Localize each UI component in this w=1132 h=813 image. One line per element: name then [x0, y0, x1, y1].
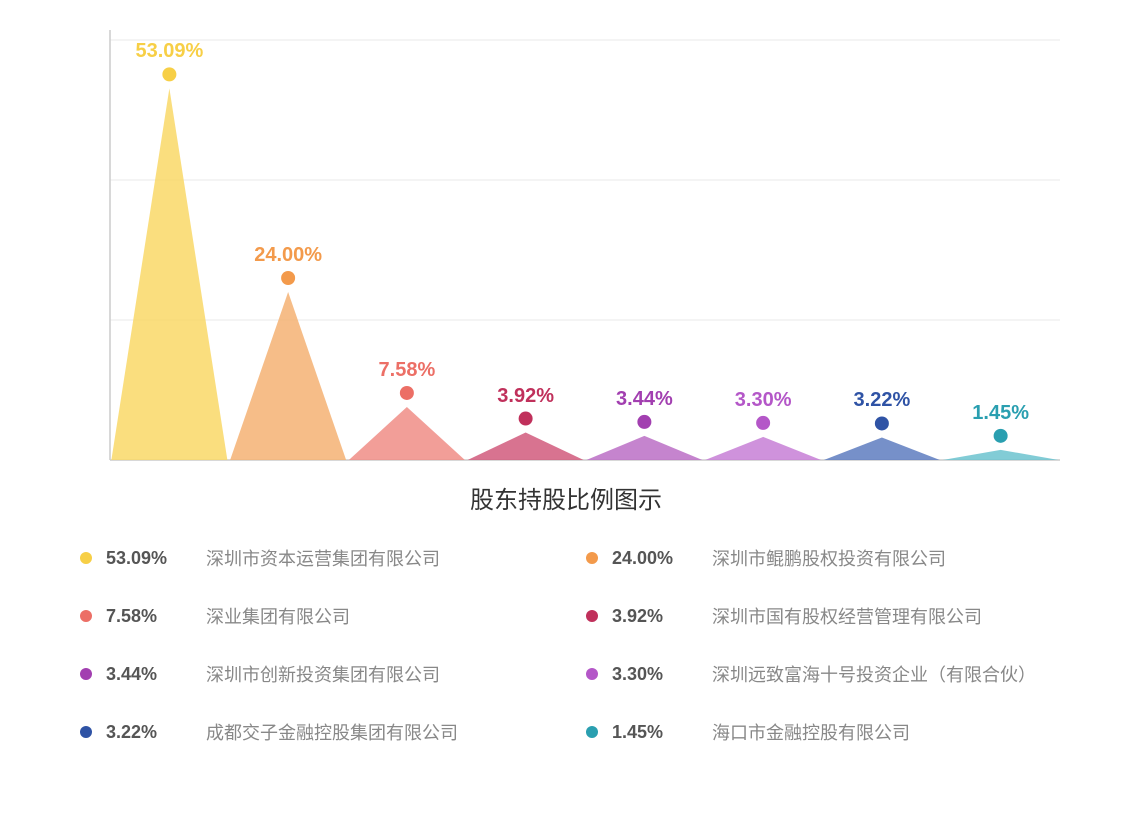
chart-peak-dot — [875, 416, 889, 430]
chart-peak-dot — [281, 271, 295, 285]
legend-dot-icon — [80, 668, 92, 680]
chart-peak-label: 53.09% — [135, 40, 203, 63]
chart-peak-label: 3.30% — [735, 389, 792, 412]
chart-peak — [705, 437, 821, 460]
legend-name: 深业集团有限公司 — [206, 603, 350, 629]
legend-name: 深圳远致富海十号投资企业（有限合伙） — [712, 661, 1036, 687]
chart-peak-label: 3.92% — [497, 385, 554, 408]
legend-name: 深圳市鲲鹏股权投资有限公司 — [712, 545, 946, 571]
legend-item: 1.45% 海口市金融控股有限公司 — [586, 719, 1052, 745]
legend-percent: 1.45% — [612, 722, 692, 743]
legend-name: 成都交子金融控股集团有限公司 — [206, 719, 458, 745]
legend-percent: 3.92% — [612, 606, 692, 627]
legend-name: 深圳市创新投资集团有限公司 — [206, 661, 440, 687]
legend-percent: 7.58% — [106, 606, 186, 627]
legend-dot-icon — [80, 552, 92, 564]
chart-peak-dot — [162, 67, 176, 81]
legend-percent: 53.09% — [106, 548, 186, 569]
chart-peak-dot — [756, 416, 770, 430]
legend-percent: 3.22% — [106, 722, 186, 743]
chart-peak-label: 1.45% — [972, 402, 1029, 425]
chart-peak-dot — [637, 415, 651, 429]
legend-dot-icon — [586, 726, 598, 738]
legend-item: 3.30% 深圳远致富海十号投资企业（有限合伙） — [586, 661, 1052, 687]
chart-peak-dot — [994, 429, 1008, 443]
legend-dot-icon — [80, 726, 92, 738]
legend-percent: 3.30% — [612, 664, 692, 685]
chart-peak — [824, 437, 940, 460]
chart-peak-label: 24.00% — [254, 244, 322, 267]
legend-dot-icon — [586, 610, 598, 622]
legend-item: 3.92% 深圳市国有股权经营管理有限公司 — [586, 603, 1052, 629]
legend-dot-icon — [80, 610, 92, 622]
chart-peak-dot — [519, 412, 533, 426]
legend-item: 24.00% 深圳市鲲鹏股权投资有限公司 — [586, 545, 1052, 571]
chart-peak-label: 3.22% — [854, 389, 911, 412]
legend-name: 深圳市资本运营集团有限公司 — [206, 545, 440, 571]
chart-peak-label: 7.58% — [379, 359, 436, 382]
chart-peak — [230, 292, 346, 460]
legend-percent: 24.00% — [612, 548, 692, 569]
legend-dot-icon — [586, 552, 598, 564]
chart-peak — [943, 450, 1059, 460]
legend-item: 53.09% 深圳市资本运营集团有限公司 — [80, 545, 546, 571]
chart-peak — [468, 433, 584, 460]
chart-peak — [586, 436, 702, 460]
chart-peak — [111, 88, 227, 460]
chart-container: 53.09% 24.00% 7.58% 3.92% 3.44% 3.30% 3.22% 1.4… — [0, 0, 1132, 470]
legend-dot-icon — [586, 668, 598, 680]
legend-name: 海口市金融控股有限公司 — [712, 719, 910, 745]
legend-percent: 3.44% — [106, 664, 186, 685]
legend-item: 3.44% 深圳市创新投资集团有限公司 — [80, 661, 546, 687]
legend-name: 深圳市国有股权经营管理有限公司 — [712, 603, 982, 629]
chart-peak-dot — [400, 386, 414, 400]
chart-title: 股东持股比例图示 — [0, 480, 1132, 515]
chart-peak-label: 3.44% — [616, 388, 673, 411]
legend-item: 7.58% 深业集团有限公司 — [80, 603, 546, 629]
legend-item: 3.22% 成都交子金融控股集团有限公司 — [80, 719, 546, 745]
chart-peak — [349, 407, 465, 460]
chart-svg — [0, 0, 1132, 470]
legend: 53.09% 深圳市资本运营集团有限公司 24.00% 深圳市鲲鹏股权投资有限公司 7.… — [0, 545, 1132, 745]
